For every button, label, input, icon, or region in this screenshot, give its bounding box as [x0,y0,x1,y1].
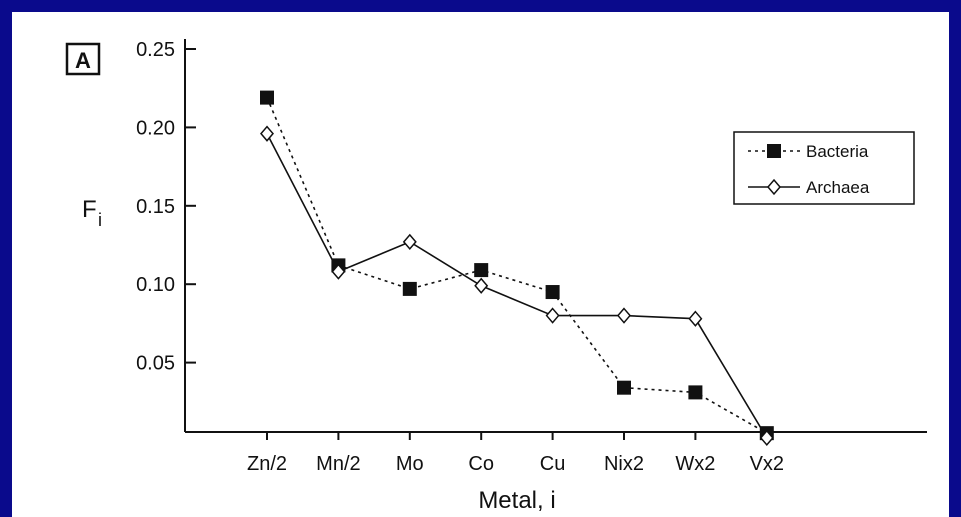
legend-label: Bacteria [806,142,869,161]
y-axis-title: F i [82,196,102,230]
x-axis-title: Metal, i [478,487,555,514]
legend-box [733,131,915,205]
data-point [617,307,631,324]
x-tick-label: Wx2 [675,453,715,475]
data-point [474,263,489,278]
legend: Bacteria Archaea [733,131,915,205]
data-point [260,125,274,142]
legend-label: Archaea [806,178,870,197]
y-axis-title-subscript: i [98,210,102,230]
data-point [759,429,774,447]
series-layer [260,90,774,447]
x-tick-label: Nix2 [604,453,644,475]
series-line-archaea [266,133,768,439]
x-tick-label: Mo [396,453,424,475]
data-point [545,307,560,324]
data-point [474,277,489,294]
y-axis-title-main: F [82,196,97,223]
y-tick-label: 0.05 [136,353,175,375]
line-chart: A 0.25 0.20 0.15 0.10 0.05 Zn/2 Mn/2 Mo Co Cu Nix… [65,39,927,514]
y-tick-label: 0.20 [136,117,175,139]
data-point [331,263,346,280]
x-tick-label: Cu [540,453,566,475]
data-point [402,233,417,251]
data-point [260,90,274,105]
x-axis-ticks: Zn/2 Mn/2 Mo Co Cu Nix2 Wx2 Vx2 [247,432,784,475]
y-axis-ticks: 0.25 0.20 0.15 0.10 0.05 [136,39,196,375]
panel-label-text: A [75,48,91,73]
data-point [617,380,631,395]
x-tick-label: Co [468,453,494,475]
panel-label: A [65,42,101,76]
data-point [545,285,560,300]
legend-item-bacteria: Bacteria [748,142,869,161]
x-tick-label: Zn/2 [247,453,287,475]
legend-marker [767,144,781,158]
data-point [688,385,703,400]
legend-items: Bacteria Archaea [748,142,870,197]
legend-item-archaea: Archaea [748,178,870,197]
x-tick-label: Vx2 [750,453,784,475]
y-tick-label: 0.10 [136,274,175,296]
legend-marker [767,178,781,196]
panel-label-box [65,42,101,76]
y-tick-label: 0.25 [136,39,175,61]
data-point [688,310,703,327]
chart-panel: A 0.25 0.20 0.15 0.10 0.05 Zn/2 Mn/2 Mo Co Cu Nix… [12,12,949,517]
data-point [402,281,417,296]
series-points-archaea [260,125,774,447]
x-tick-label: Mn/2 [316,453,360,475]
y-tick-label: 0.15 [136,196,175,218]
